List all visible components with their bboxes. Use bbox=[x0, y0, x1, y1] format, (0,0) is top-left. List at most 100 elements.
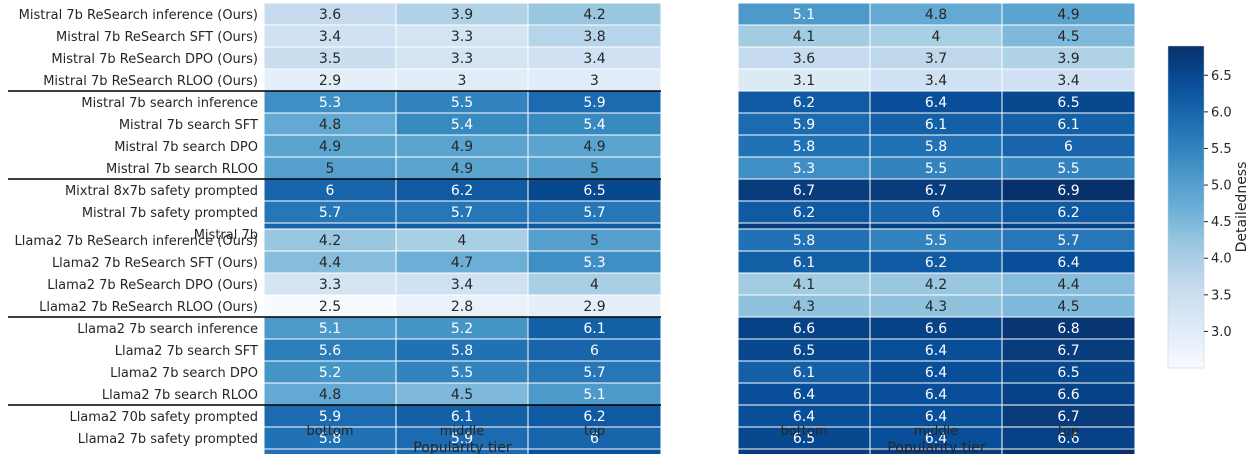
cell-value-label: 2.5 bbox=[319, 299, 341, 315]
cell-value-label: 4.7 bbox=[451, 255, 473, 271]
cell-value-label: 4.9 bbox=[1057, 7, 1079, 23]
cell-value-label: 5.7 bbox=[583, 365, 605, 381]
row-label: Llama2 7b search DPO bbox=[110, 366, 258, 381]
cell-value-label: 3.5 bbox=[319, 51, 341, 67]
cell-value-label: 4.9 bbox=[451, 161, 473, 177]
cell-value-label: 3.7 bbox=[925, 51, 947, 67]
cell-value-label: 2.8 bbox=[451, 299, 473, 315]
cell-value-label: 3.8 bbox=[583, 29, 605, 45]
row-label: Llama2 7b ReSearch RLOO (Ours) bbox=[39, 300, 258, 315]
cell-value-label: 3.9 bbox=[451, 7, 473, 23]
colorbar: 3.0 3.5 4.0 4.5 5.0 5.5 6.0 6.5 Detailedness bbox=[1167, 45, 1250, 369]
column-tick-label: bottom bbox=[780, 424, 827, 439]
cell-value-label: 6.7 bbox=[925, 183, 947, 199]
cell-value-label: 5.8 bbox=[319, 431, 341, 447]
cell-value-label: 5.5 bbox=[1057, 161, 1079, 177]
colorbar-tick-label: 3.5 bbox=[1211, 288, 1232, 303]
colorbar-label: Detailedness bbox=[1234, 162, 1250, 253]
cell-value-label: 5.9 bbox=[451, 431, 473, 447]
column-tick-label: bottom bbox=[306, 424, 353, 439]
cell-value-label: 4.5 bbox=[1057, 299, 1079, 315]
row-label: Mistral 7b search RLOO bbox=[106, 162, 258, 177]
cell-value-label: 3.4 bbox=[583, 51, 605, 67]
cell-value-label: 5.2 bbox=[319, 365, 341, 381]
cell-value-label: 6.2 bbox=[583, 409, 605, 425]
row-label: Llama2 70b safety prompted bbox=[69, 410, 258, 425]
column-tick-label: top bbox=[1058, 424, 1079, 439]
cell-value-label: 6.4 bbox=[925, 95, 947, 111]
cell-value-label: 6.4 bbox=[1057, 255, 1079, 271]
cell-value-label: 6.2 bbox=[925, 255, 947, 271]
heatmap-cell bbox=[527, 448, 662, 454]
heatmap-panel-top-left: 3.6 3.9 4.2 3.4 3.3 3.8 3.5 3.3 3.4 2.9 3 3 5.3 5.5 5.… bbox=[8, 2, 662, 246]
cell-value-label: 6.6 bbox=[1057, 387, 1079, 403]
cell-value-label: 4.1 bbox=[793, 29, 815, 45]
cell-value-label: 5.7 bbox=[319, 205, 341, 221]
cell-value-label: 3.1 bbox=[793, 73, 815, 89]
cell-value-label: 5.4 bbox=[451, 117, 473, 133]
colorbar-tick-label: 6.0 bbox=[1211, 105, 1232, 120]
cell-value-label: 5 bbox=[326, 161, 335, 177]
row-label: Llama2 7b ReSearch SFT (Ours) bbox=[52, 256, 258, 271]
cell-value-label: 6.6 bbox=[925, 321, 947, 337]
colorbar-tick-label: 5.0 bbox=[1211, 179, 1232, 194]
cell-value-label: 6.1 bbox=[793, 255, 815, 271]
row-label: Mistral 7b ReSearch inference (Ours) bbox=[19, 8, 258, 23]
cell-value-label: 5.9 bbox=[793, 117, 815, 133]
row-label: Mistral 7b search SFT bbox=[119, 118, 258, 133]
cell-value-label: 5.3 bbox=[583, 255, 605, 271]
cell-value-label: 2.9 bbox=[583, 299, 605, 315]
cell-value-label: 4.9 bbox=[583, 139, 605, 155]
cell-value-label: 4.4 bbox=[1057, 277, 1079, 293]
cell-value-label: 6.7 bbox=[793, 183, 815, 199]
cell-value-label: 6.5 bbox=[1057, 365, 1079, 381]
cell-value-label: 6.4 bbox=[793, 409, 815, 425]
cell-value-label: 6.2 bbox=[793, 95, 815, 111]
column-tick-label: top bbox=[584, 424, 605, 439]
cell-value-label: 5.8 bbox=[925, 139, 947, 155]
cell-value-label: 6.4 bbox=[793, 387, 815, 403]
cell-value-label: 5.5 bbox=[925, 233, 947, 249]
cell-value-label: 6.4 bbox=[925, 387, 947, 403]
row-label: Llama2 7b search RLOO bbox=[102, 388, 258, 403]
cell-value-label: 6.4 bbox=[925, 365, 947, 381]
cell-value-label: 6.5 bbox=[793, 431, 815, 447]
heatmap-cell bbox=[869, 448, 1003, 454]
cell-value-label: 5.8 bbox=[451, 343, 473, 359]
cell-value-label: 4.9 bbox=[319, 139, 341, 155]
cell-value-label: 4.8 bbox=[319, 387, 341, 403]
row-label: Mistral 7b ReSearch SFT (Ours) bbox=[56, 30, 258, 45]
cell-value-label: 6.1 bbox=[583, 321, 605, 337]
cell-value-label: 6.5 bbox=[1057, 95, 1079, 111]
heatmap-panel-top-right: 5.1 4.8 4.9 4.1 4 4.5 3.6 3.7 3.9 3.1 3.4 3.4 6.2 6.4… bbox=[737, 2, 1136, 246]
cell-value-label: 6.4 bbox=[925, 409, 947, 425]
cell-value-label: 6 bbox=[590, 343, 599, 359]
cell-value-label: 4.3 bbox=[925, 299, 947, 315]
colorbar-gradient bbox=[1167, 45, 1205, 369]
cell-value-label: 5.1 bbox=[793, 7, 815, 23]
cell-value-label: 6.5 bbox=[793, 343, 815, 359]
cell-value-label: 5.3 bbox=[319, 95, 341, 111]
cell-value-label: 5.1 bbox=[319, 321, 341, 337]
cell-value-label: 4.8 bbox=[925, 7, 947, 23]
cell-value-label: 4 bbox=[932, 29, 941, 45]
row-label: Mistral 7b search DPO bbox=[114, 140, 258, 155]
row-label: Mistral 7b safety prompted bbox=[82, 206, 258, 221]
heatmap-cell bbox=[737, 448, 871, 454]
cell-value-label: 6.6 bbox=[793, 321, 815, 337]
row-label: Mixtral 8x7b safety prompted bbox=[65, 184, 258, 199]
cell-value-label: 4.2 bbox=[319, 233, 341, 249]
cell-value-label: 5.5 bbox=[451, 95, 473, 111]
colorbar-tick-label: 6.5 bbox=[1211, 69, 1232, 84]
cell-value-label: 6 bbox=[932, 205, 941, 221]
cell-value-label: 6.2 bbox=[793, 205, 815, 221]
row-label: Llama2 7b ReSearch DPO (Ours) bbox=[47, 278, 258, 293]
cell-value-label: 6.7 bbox=[1057, 343, 1079, 359]
cell-value-label: 6 bbox=[1064, 139, 1073, 155]
column-tick-label: middle bbox=[440, 424, 484, 439]
cell-value-label: 4.3 bbox=[793, 299, 815, 315]
cell-value-label: 5.5 bbox=[451, 365, 473, 381]
cell-value-label: 4.9 bbox=[451, 139, 473, 155]
cell-value-label: 6.8 bbox=[1057, 321, 1079, 337]
cell-value-label: 6 bbox=[326, 183, 335, 199]
